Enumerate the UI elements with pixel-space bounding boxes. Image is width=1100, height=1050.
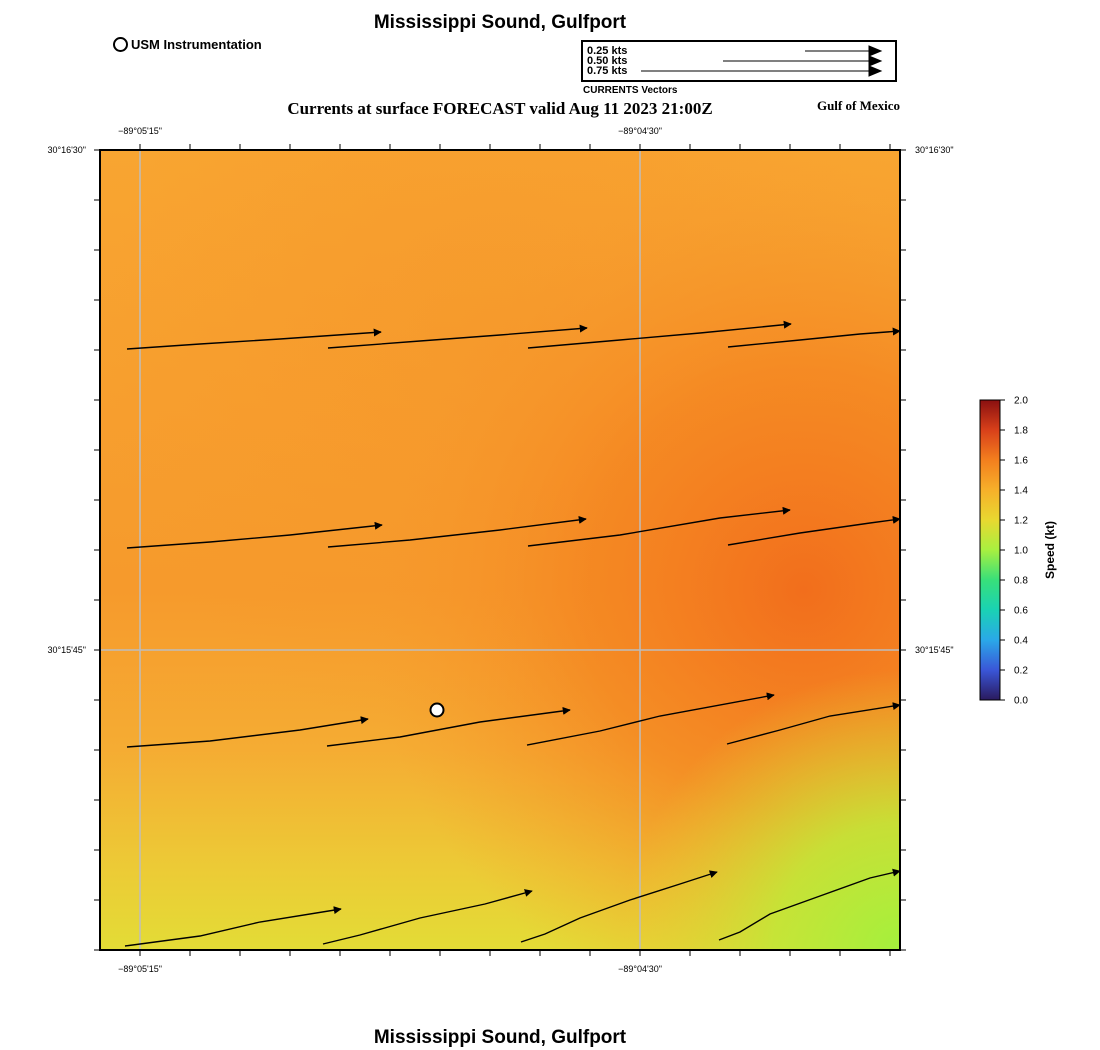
colorbar-tick-label: 1.6 (1014, 456, 1028, 467)
region-label: Gulf of Mexico (816, 98, 900, 113)
colorbar-label: Speed (kt) (1043, 521, 1057, 579)
colorbar-tick-label: 2.0 (1014, 396, 1028, 407)
page-footer-title: Mississippi Sound, Gulfport (373, 1027, 627, 1048)
current-vector-arrow (527, 320, 792, 349)
top-lon-label: −89°05'15" (118, 126, 162, 136)
colorbar-tick-label: 0.6 (1014, 606, 1028, 617)
current-vector-arrow (727, 515, 901, 546)
top-lon-label: −89°04'30" (618, 126, 662, 136)
legend-arrowhead (868, 65, 883, 77)
bottom-lon-label: −89°04'30" (618, 964, 662, 974)
colorbar: 0.0 0.2 0.4 0.6 0.8 1.0 1.2 1.4 1.6 1.8 2.0 Speed … (979, 396, 1057, 707)
colorbar-tick-label: 0.2 (1014, 666, 1028, 677)
vector-legend-arrows (641, 45, 883, 77)
current-vector-arrow (527, 506, 791, 547)
graticule (100, 150, 900, 950)
colorbar-tick-label: 1.4 (1014, 486, 1028, 497)
current-vector-arrow (327, 324, 588, 349)
vector-legend-label: 0.50 kts (587, 55, 628, 67)
current-vectors (124, 320, 901, 947)
vector-legend-label: 0.75 kts (587, 65, 628, 77)
current-vector-arrow (126, 521, 383, 549)
colorbar-tick-label: 0.0 (1014, 696, 1028, 707)
vector-legend-label: 0.25 kts (587, 45, 628, 57)
bottom-lon-label: −89°05'15" (118, 964, 162, 974)
colorbar-tick-label: 1.0 (1014, 546, 1028, 557)
axis-labels: −89°05'15" −89°04'30" −89°05'15" −89°04'… (47, 126, 953, 974)
colorbar-tick-label: 0.4 (1014, 636, 1028, 647)
legend-arrowhead (868, 55, 883, 67)
right-lat-label: 30°15'45" (915, 645, 954, 655)
colorbar-tick-label: 1.8 (1014, 426, 1028, 437)
current-vector-arrow (126, 328, 382, 350)
current-vector-arrow (327, 515, 587, 548)
right-lat-label: 30°16'30" (915, 145, 954, 155)
map-subtitle: Currents at surface FORECAST valid Aug 1… (287, 99, 713, 118)
colorbar-bar (979, 399, 1001, 701)
current-vector-arrow (520, 870, 718, 943)
current-vector-arrow (124, 906, 342, 947)
left-lat-label: 30°15'45" (47, 645, 86, 655)
current-vector-arrow (726, 702, 901, 745)
current-vector-arrow (727, 327, 901, 348)
instrument-legend: USM Instrumentation (113, 37, 262, 52)
left-lat-label: 30°16'30" (47, 145, 86, 155)
current-vector-arrow (526, 692, 775, 746)
vector-legend-title: CURRENTS Vectors (583, 85, 678, 96)
current-vector-arrow (322, 889, 533, 945)
current-vector-arrow (326, 706, 571, 747)
colorbar-tick-label: 0.8 (1014, 576, 1028, 587)
page-title: Mississippi Sound, Gulfport (373, 12, 627, 33)
current-vector-arrow (126, 716, 369, 748)
speed-field (100, 150, 900, 950)
instrument-legend-label: USM Instrumentation (131, 37, 262, 52)
legend-arrowhead (868, 45, 883, 57)
axis-ticks (94, 144, 906, 956)
instrument-marker-icon (113, 37, 128, 52)
current-vector-arrow (718, 868, 901, 941)
usm-station-marker[interactable] (429, 702, 445, 718)
colorbar-tick-label: 1.2 (1014, 516, 1028, 527)
vector-legend: 0.25 kts 0.50 kts 0.75 kts (581, 40, 897, 82)
